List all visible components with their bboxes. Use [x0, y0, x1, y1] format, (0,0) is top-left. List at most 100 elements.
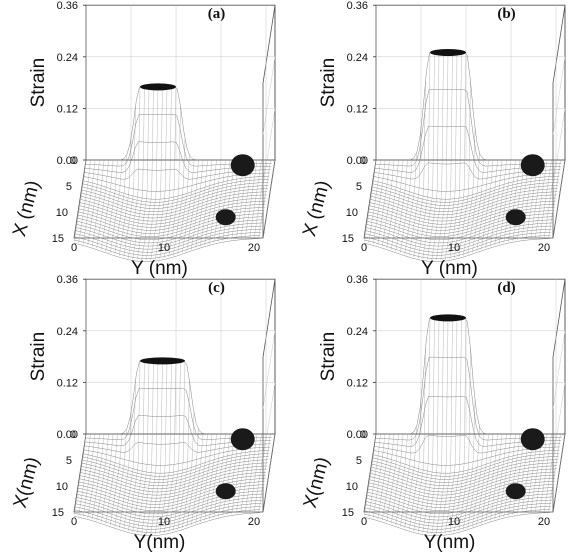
surface-mesh-line [155, 360, 168, 535]
surface-mesh-line [368, 159, 381, 243]
z-tick-label: 0.12 [347, 103, 368, 115]
surface-mesh-line [363, 238, 550, 262]
surface-mesh-line [110, 433, 123, 526]
surface-mesh-line [227, 159, 240, 240]
surface-mesh-line [476, 159, 489, 252]
surface-mesh-line [517, 433, 530, 514]
surface-mesh-line [218, 159, 231, 242]
chart-svg: 0.00 0.12 0.24 0.36 0 10 20 0 5 10 15 Strain X(nm) Y(… [10, 274, 276, 553]
surface-mesh-line [494, 159, 507, 246]
surface-mesh-line [114, 155, 127, 255]
x-tick-label: 10 [56, 207, 68, 219]
surface-mesh-line [418, 317, 431, 533]
dense-region [505, 483, 526, 500]
surface-mesh-line [364, 235, 551, 259]
surface-mesh-line [485, 433, 498, 523]
surface-mesh-line [74, 159, 87, 242]
surface-mesh-line [87, 433, 100, 518]
surface-mesh-line [146, 86, 159, 261]
y-tick-label: 20 [248, 516, 260, 528]
surface-mesh-line [458, 80, 471, 257]
surface-mesh-line [177, 155, 190, 255]
surface-mesh-line [209, 433, 222, 520]
surface-mesh-line [395, 159, 408, 252]
surface-mesh-line [458, 348, 471, 531]
surface-mesh-line [75, 499, 262, 524]
surface-mesh-line [365, 225, 552, 250]
surface-mesh-line [245, 159, 258, 238]
z-tick-label: 0.12 [347, 377, 368, 389]
surface-mesh-line [422, 317, 435, 533]
y-tick-label: 10 [158, 242, 170, 254]
chart-svg: 0.00 0.12 0.24 0.36 0 10 20 0 5 10 15 Strain X(nm) Y(… [300, 274, 566, 553]
z-tick-label: 0.36 [57, 0, 78, 12]
x-tick-label: 15 [342, 507, 354, 519]
surface-mesh-line [186, 159, 199, 252]
z-axis-label: Strain [28, 332, 49, 382]
surface-mesh-line [137, 86, 150, 260]
surface-mesh-line [182, 412, 195, 529]
surface-mesh-line [371, 465, 558, 490]
z-tick-label: 0.00 [347, 429, 368, 441]
surface-mesh-line [463, 400, 476, 530]
surface-mesh-line [377, 159, 390, 246]
y-axis-label: Y(nm) [424, 532, 476, 553]
surface-mesh-line [485, 159, 498, 249]
surface-mesh-line [81, 188, 268, 212]
surface-mesh-line [83, 453, 270, 477]
y-tick-label: 0 [71, 242, 77, 254]
surface-mesh-line [222, 159, 235, 241]
surface-mesh-line [386, 159, 399, 249]
surface-mesh-line [372, 185, 559, 209]
dense-region [215, 483, 236, 500]
x-tick-label: 10 [346, 207, 358, 219]
surface-mesh-line [373, 449, 560, 474]
surface-mesh-line [436, 317, 449, 535]
z-gridline [376, 56, 566, 135]
surface-mesh-line [150, 86, 163, 261]
surface-mesh-line [440, 317, 453, 535]
surface-mesh-line [400, 433, 413, 527]
x-tick-label: 5 [356, 181, 362, 193]
surface-mesh-line [364, 506, 551, 530]
peak-cap [140, 357, 185, 365]
surface-mesh-line [79, 200, 266, 225]
dense-region [520, 428, 545, 451]
surface-mesh-line [400, 159, 413, 253]
surface-mesh-line [137, 360, 150, 533]
x-tick-label: 0 [360, 155, 366, 167]
surface-mesh-line [200, 433, 213, 523]
surface-mesh-line [363, 512, 550, 536]
surface-mesh-line [213, 159, 226, 243]
chart-svg: 0.00 0.12 0.24 0.36 0 10 20 0 5 10 15 Strain X (nm) Y… [299, 0, 566, 279]
surface-mesh-line [177, 380, 190, 530]
surface-mesh-line [445, 52, 458, 260]
surface-mesh-line [548, 433, 561, 512]
surface-mesh-line [141, 360, 154, 534]
surface-mesh-line [79, 478, 266, 502]
panel-label: (a) [208, 6, 226, 22]
surface-mesh-line [78, 159, 91, 243]
surface-mesh-line [105, 433, 118, 524]
surface-mesh-line [186, 429, 199, 527]
surface-mesh-line [369, 200, 556, 225]
panel-b: 0.00 0.12 0.24 0.36 0 10 20 0 5 10 15 Strain X (nm) Y… [299, 0, 580, 280]
surface-mesh-line [472, 433, 485, 527]
surface-mesh-line [83, 175, 270, 200]
surface-mesh-line [81, 191, 268, 216]
surface-mesh-line [481, 159, 494, 250]
panel-d: 0.00 0.12 0.24 0.36 0 10 20 0 5 10 15 Strain X(nm) Y(… [300, 274, 580, 554]
surface-mesh-line [78, 433, 91, 516]
surface-mesh-line [74, 506, 261, 530]
surface-mesh-line [76, 222, 263, 247]
surface-mesh-line [544, 159, 557, 238]
plot-area [73, 4, 276, 262]
surface-mesh-line [370, 471, 557, 496]
surface-mesh-line [75, 503, 262, 527]
z-axis-label: Strain [318, 332, 339, 382]
x-tick-label: 15 [52, 233, 64, 245]
z-tick-label: 0.12 [57, 377, 78, 389]
surface-mesh-line [101, 433, 114, 523]
surface-mesh-line [535, 433, 548, 512]
surface-mesh-line [83, 450, 270, 474]
